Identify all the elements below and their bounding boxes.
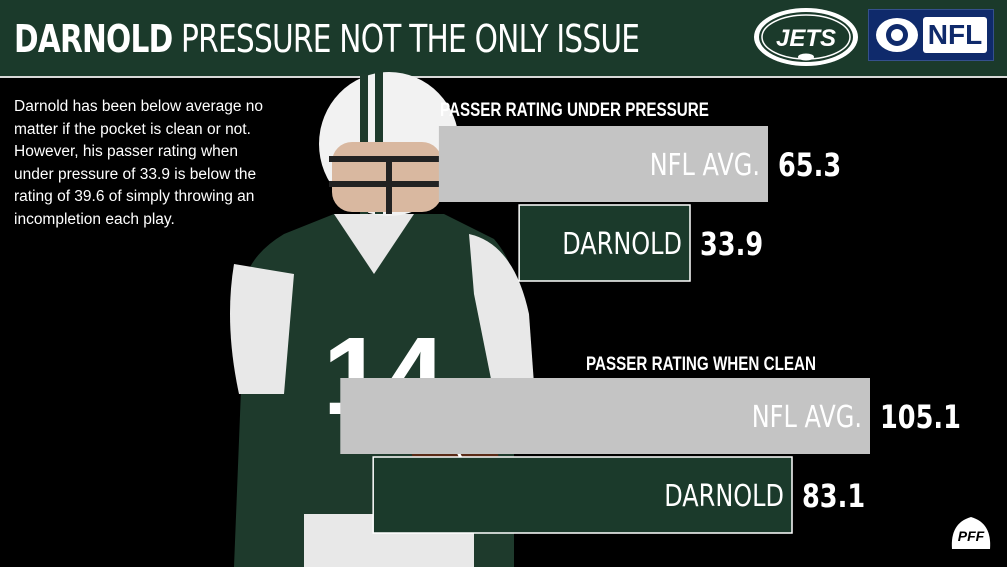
jets-logo-text: JETS [776,25,836,52]
pff-logo: PFF [951,517,991,549]
description-text: Darnold has been below average no matter… [14,98,264,228]
cbs-nfl-logo: NFL [868,9,994,61]
title-bold: DARNOLD [14,17,173,61]
bar-darnold-1 [372,456,793,534]
bar-darnold-0 [518,204,691,282]
bar-value-nfl-avg-0: 65.3 [778,146,841,184]
title-light: PRESSURE NOT THE ONLY ISSUE [181,17,640,61]
header-banner: DARNOLD PRESSURE NOT THE ONLY ISSUE JETS… [0,0,1007,78]
chart-title-pressure: PASSER RATING UNDER PRESSURE [440,100,709,121]
bar-label-darnold-1: DARNOLD [664,479,784,513]
bar-nfl-avg-1 [340,378,870,454]
cbs-eye-icon [876,18,918,52]
bar-value-darnold-1: 83.1 [802,477,865,515]
bar-nfl-avg-0 [438,126,768,202]
bar-label-darnold-0: DARNOLD [562,227,682,261]
bar-value-nfl-avg-1: 105.1 [880,398,961,436]
page-title: DARNOLD PRESSURE NOT THE ONLY ISSUE [14,14,640,64]
bar-value-darnold-0: 33.9 [700,225,763,263]
nfl-logo-text: NFL [923,17,987,53]
pff-logo-text: PFF [958,528,985,544]
bar-label-nfl-avg-0: NFL AVG. [650,148,760,182]
jets-logo: JETS [754,8,858,66]
chart-title-clean: PASSER RATING WHEN CLEAN [586,354,816,375]
bar-label-nfl-avg-1: NFL AVG. [752,400,862,434]
